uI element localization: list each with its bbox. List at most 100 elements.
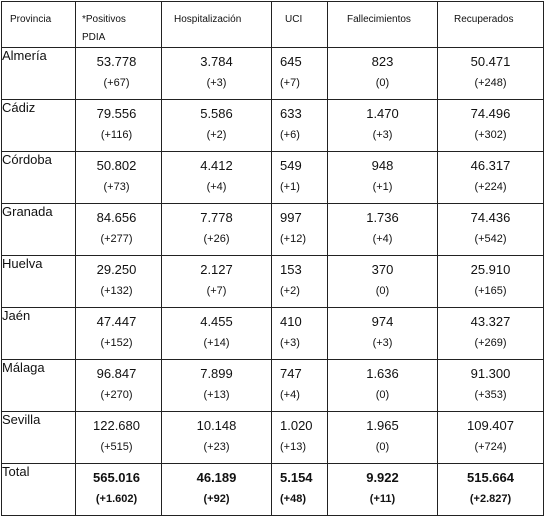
hospitalizacion-value: 10.148 bbox=[196, 418, 237, 433]
recuperados-cell: 109.407 (+724) bbox=[437, 411, 544, 464]
hospitalizacion-cell: 46.189 (+92) bbox=[161, 463, 272, 516]
fallecimientos-cell: 974 (+3) bbox=[327, 307, 438, 360]
uci-value: 1.020 bbox=[280, 418, 313, 433]
hospitalizacion-change: (+92) bbox=[203, 493, 230, 505]
fallecimientos-cell: 9.922 (+11) bbox=[327, 463, 438, 516]
uci-change: (+12) bbox=[280, 233, 306, 245]
fallecimientos-cell: 1.736 (+4) bbox=[327, 203, 438, 256]
hospitalizacion-value: 2.127 bbox=[200, 262, 233, 277]
hospitalizacion-change: (+23) bbox=[203, 441, 230, 453]
positivos-cell: 53.778 (+67) bbox=[75, 47, 162, 100]
recuperados-cell: 74.436 (+542) bbox=[437, 203, 544, 256]
recuperados-cell: 46.317 (+224) bbox=[437, 151, 544, 204]
table-body: Almería 53.778 (+67) 3.784 (+3) 645 (+7) 823 (0)… bbox=[1, 47, 544, 516]
positivos-cell: 79.556 (+116) bbox=[75, 99, 162, 152]
fallecimientos-cell: 1.965 (0) bbox=[327, 411, 438, 464]
positivos-cell: 84.656 (+277) bbox=[75, 203, 162, 256]
table-row: Cádiz 79.556 (+116) 5.586 (+2) 633 (+6) 1.470 (+… bbox=[1, 99, 544, 152]
positivos-cell: 122.680 (+515) bbox=[75, 411, 162, 464]
recuperados-change: (+353) bbox=[474, 389, 507, 401]
recuperados-value: 109.407 bbox=[467, 418, 514, 433]
recuperados-value: 46.317 bbox=[470, 158, 511, 173]
fallecimientos-cell: 1.636 (0) bbox=[327, 359, 438, 412]
provincia-cell: Granada bbox=[1, 203, 76, 256]
positivos-change: (+515) bbox=[100, 441, 133, 453]
positivos-cell: 50.802 (+73) bbox=[75, 151, 162, 204]
hospitalizacion-change: (+26) bbox=[203, 233, 230, 245]
recuperados-value: 74.436 bbox=[470, 210, 511, 225]
table-row: Granada 84.656 (+277) 7.778 (+26) 997 (+12) 1.7… bbox=[1, 203, 544, 256]
fallecimientos-value: 948 bbox=[371, 158, 394, 173]
hospitalizacion-cell: 7.778 (+26) bbox=[161, 203, 272, 256]
provincia-cell: Sevilla bbox=[1, 411, 76, 464]
recuperados-cell: 25.910 (+165) bbox=[437, 255, 544, 308]
positivos-cell: 565.016 (+1.602) bbox=[75, 463, 162, 516]
table-header-row: Provincia *Positivos PDIA Hospitalización… bbox=[1, 1, 544, 48]
positivos-change: (+67) bbox=[103, 77, 130, 89]
positivos-cell: 96.847 (+270) bbox=[75, 359, 162, 412]
recuperados-value: 91.300 bbox=[470, 366, 511, 381]
fallecimientos-value: 9.922 bbox=[366, 470, 399, 485]
recuperados-cell: 91.300 (+353) bbox=[437, 359, 544, 412]
hospitalizacion-cell: 3.784 (+3) bbox=[161, 47, 272, 100]
hospitalizacion-value: 7.899 bbox=[200, 366, 233, 381]
fallecimientos-cell: 1.470 (+3) bbox=[327, 99, 438, 152]
recuperados-change: (+302) bbox=[474, 129, 507, 141]
hospitalizacion-change: (+2) bbox=[206, 129, 227, 141]
uci-change: (+48) bbox=[280, 493, 306, 505]
table-row: Málaga 96.847 (+270) 7.899 (+13) 747 (+4) 1.636… bbox=[1, 359, 544, 412]
recuperados-value: 50.471 bbox=[470, 54, 511, 69]
positivos-change: (+277) bbox=[100, 233, 133, 245]
header-provincia: Provincia bbox=[1, 1, 76, 48]
positivos-change: (+1.602) bbox=[95, 493, 138, 505]
uci-value: 997 bbox=[280, 210, 302, 225]
recuperados-change: (+224) bbox=[474, 181, 507, 193]
table-row: Almería 53.778 (+67) 3.784 (+3) 645 (+7) 823 (0)… bbox=[1, 47, 544, 100]
uci-change: (+13) bbox=[280, 441, 306, 453]
hospitalizacion-change: (+14) bbox=[203, 337, 230, 349]
hospitalizacion-value: 4.455 bbox=[200, 314, 233, 329]
recuperados-cell: 50.471 (+248) bbox=[437, 47, 544, 100]
uci-change: (+3) bbox=[280, 337, 300, 349]
hospitalizacion-change: (+13) bbox=[203, 389, 230, 401]
recuperados-value: 25.910 bbox=[470, 262, 511, 277]
uci-change: (+1) bbox=[280, 181, 300, 193]
hospitalizacion-cell: 4.455 (+14) bbox=[161, 307, 272, 360]
hospitalizacion-value: 3.784 bbox=[200, 54, 233, 69]
table-total-row: Total 565.016 (+1.602) 46.189 (+92) 5.154 (+48… bbox=[1, 463, 544, 516]
hospitalizacion-change: (+7) bbox=[206, 285, 227, 297]
provincia-cell: Jaén bbox=[1, 307, 76, 360]
positivos-value: 79.556 bbox=[96, 106, 137, 121]
positivos-value: 50.802 bbox=[96, 158, 137, 173]
uci-value: 549 bbox=[280, 158, 302, 173]
recuperados-change: (+542) bbox=[474, 233, 507, 245]
uci-change: (+2) bbox=[280, 285, 300, 297]
fallecimientos-value: 370 bbox=[371, 262, 394, 277]
positivos-value: 53.778 bbox=[96, 54, 137, 69]
recuperados-cell: 74.496 (+302) bbox=[437, 99, 544, 152]
positivos-value: 47.447 bbox=[96, 314, 137, 329]
fallecimientos-value: 1.470 bbox=[366, 106, 399, 121]
positivos-value: 29.250 bbox=[96, 262, 137, 277]
uci-value: 153 bbox=[280, 262, 302, 277]
uci-value: 645 bbox=[280, 54, 302, 69]
header-positivos: *Positivos PDIA bbox=[75, 1, 162, 48]
hospitalizacion-change: (+3) bbox=[206, 77, 227, 89]
fallecimientos-change: (+1) bbox=[372, 181, 393, 193]
uci-cell: 410 (+3) bbox=[271, 307, 328, 360]
uci-cell: 997 (+12) bbox=[271, 203, 328, 256]
provincia-cell: Málaga bbox=[1, 359, 76, 412]
hospitalizacion-value: 4.412 bbox=[200, 158, 233, 173]
hospitalizacion-value: 5.586 bbox=[200, 106, 233, 121]
positivos-cell: 47.447 (+152) bbox=[75, 307, 162, 360]
uci-value: 633 bbox=[280, 106, 302, 121]
table-row: Jaén 47.447 (+152) 4.455 (+14) 410 (+3) 974 (+3)… bbox=[1, 307, 544, 360]
fallecimientos-cell: 823 (0) bbox=[327, 47, 438, 100]
recuperados-change: (+2.827) bbox=[469, 493, 512, 505]
hospitalizacion-value: 46.189 bbox=[196, 470, 237, 485]
positivos-change: (+73) bbox=[103, 181, 130, 193]
provincia-cell: Huelva bbox=[1, 255, 76, 308]
fallecimientos-cell: 948 (+1) bbox=[327, 151, 438, 204]
table-row: Huelva 29.250 (+132) 2.127 (+7) 153 (+2) 370 (0)… bbox=[1, 255, 544, 308]
